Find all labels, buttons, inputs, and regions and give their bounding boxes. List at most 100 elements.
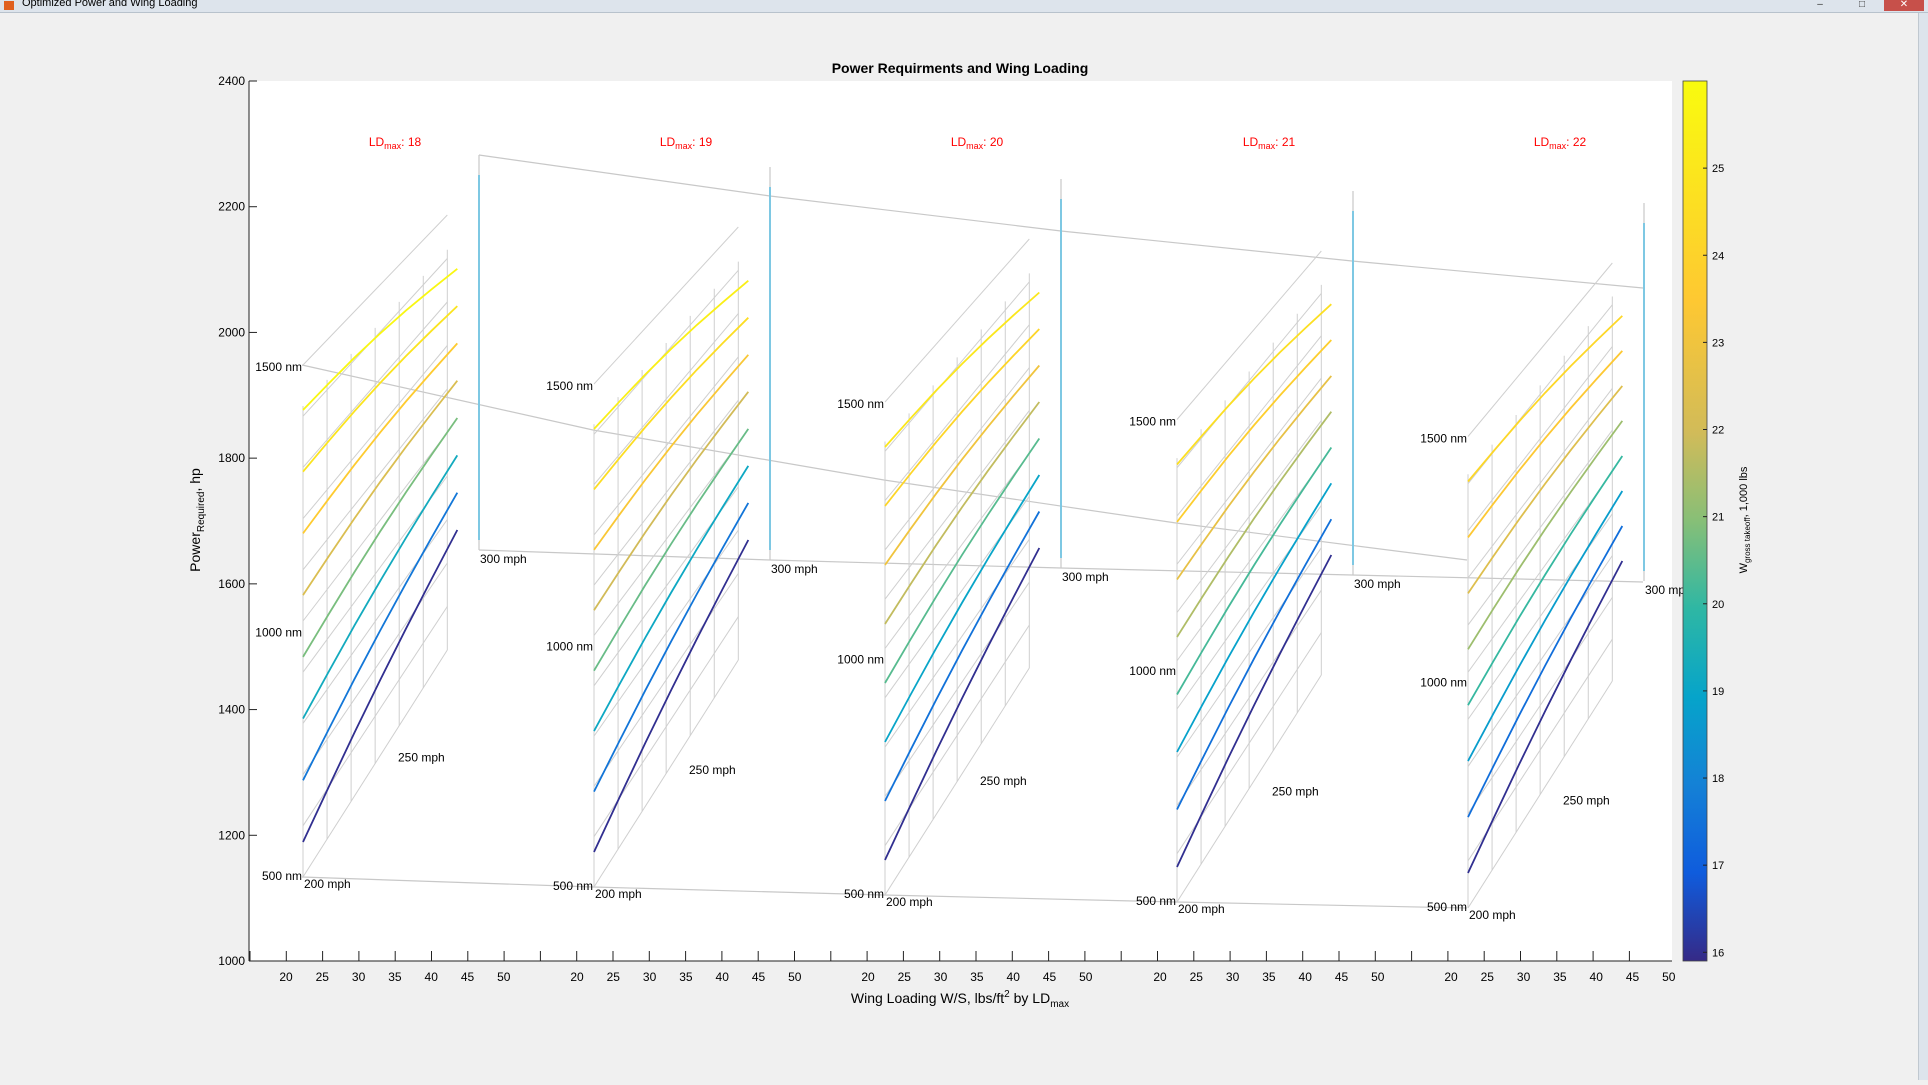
speed-label: 200 mph <box>1178 902 1225 916</box>
chart-title: Power Requirments and Wing Loading <box>832 60 1089 76</box>
x-tick-label: 20 <box>570 970 584 984</box>
range-label: 500 nm <box>1427 900 1467 914</box>
chart-canvas: Power Requirments and Wing Loading 1000 1… <box>0 13 1918 1080</box>
range-label: 500 nm <box>1136 894 1176 908</box>
speed-label: 300 mph <box>480 552 527 566</box>
y-tick-label: 2000 <box>218 325 245 339</box>
x-tick-label: 35 <box>679 970 693 984</box>
y-tick-label: 1000 <box>218 954 245 968</box>
colorbar-tick-label: 21 <box>1712 512 1724 524</box>
x-tick-label: 35 <box>1553 970 1567 984</box>
x-tick-label: 50 <box>788 970 802 984</box>
x-tick-label: 30 <box>1517 970 1531 984</box>
ld-label-sub: max <box>966 141 984 151</box>
x-tick-label: 50 <box>1662 970 1676 984</box>
matlab-figure-icon <box>4 1 14 10</box>
x-tick-label: 50 <box>1079 970 1093 984</box>
x-tick-label: 35 <box>970 970 984 984</box>
ld-label-sub: max <box>675 141 693 151</box>
x-tick-label: 30 <box>643 970 657 984</box>
colorbar-label: Wgross takeoff, 1,000 lbs <box>1738 466 1752 573</box>
ld-label-value: : 22 <box>1566 135 1586 149</box>
y-tick-label: 2200 <box>218 200 245 214</box>
axes-background <box>249 81 1672 961</box>
speed-label: 300 mph <box>1062 570 1109 584</box>
range-label: 1000 nm <box>255 625 302 639</box>
y-tick-label: 2400 <box>218 74 245 88</box>
x-tick-label: 35 <box>1262 970 1276 984</box>
speed-label: 300 mph <box>1354 577 1401 591</box>
colorbar-tick-label: 23 <box>1712 337 1724 349</box>
x-tick-label: 45 <box>461 970 475 984</box>
window-edge <box>1918 13 1928 1080</box>
x-tick-label: 40 <box>716 970 730 984</box>
y-tick-label: 1200 <box>218 828 245 842</box>
x-tick-label: 30 <box>352 970 366 984</box>
range-label: 500 nm <box>844 887 884 901</box>
y-tick-label: 1800 <box>218 451 245 465</box>
colorbar-tick-label: 25 <box>1712 163 1724 175</box>
ld-label-sub: max <box>384 141 402 151</box>
minimize-button[interactable]: – <box>1800 0 1840 11</box>
range-label: 1500 nm <box>837 397 884 411</box>
x-tick-label: 45 <box>1335 970 1349 984</box>
colorbar-tick-label: 18 <box>1712 773 1724 785</box>
maximize-button[interactable]: □ <box>1842 0 1882 11</box>
ld-label-value: : 18 <box>401 135 421 149</box>
x-tick-label: 20 <box>1153 970 1167 984</box>
ld-label-main: LD <box>951 135 967 149</box>
x-tick-label: 40 <box>425 970 439 984</box>
speed-label: 300 mph <box>771 562 818 576</box>
range-label: 1500 nm <box>255 360 302 374</box>
ld-label-value: : 19 <box>692 135 712 149</box>
ld-label-main: LD <box>1534 135 1550 149</box>
x-tick-label: 45 <box>752 970 766 984</box>
x-tick-label: 20 <box>1444 970 1458 984</box>
range-label: 1000 nm <box>837 652 884 666</box>
colorbar-tick-label: 24 <box>1712 250 1724 262</box>
x-tick-label: 25 <box>316 970 330 984</box>
x-axis-label: Wing Loading W/S, lbs/ft2 by LDmax <box>851 989 1069 1010</box>
x-tick-label: 20 <box>861 970 875 984</box>
range-label: 1000 nm <box>546 640 593 654</box>
ld-label-value: : 21 <box>1275 135 1295 149</box>
speed-label: 200 mph <box>1469 908 1516 922</box>
y-tick-label: 1400 <box>218 703 245 717</box>
speed-label: 250 mph <box>1563 794 1610 808</box>
figure-window: Power Requirments and Wing Loading 1000 1… <box>0 13 1928 1080</box>
x-tick-label: 25 <box>607 970 621 984</box>
x-tick-label: 25 <box>1481 970 1495 984</box>
window-title: Optimized Power and Wing Loading <box>22 0 197 9</box>
ld-label-sub: max <box>1258 141 1276 151</box>
ld-label-main: LD <box>660 135 676 149</box>
ld-label-main: LD <box>369 135 385 149</box>
speed-label: 250 mph <box>980 774 1027 788</box>
colorbar-tick-label: 17 <box>1712 860 1724 872</box>
x-tick-label: 40 <box>1590 970 1604 984</box>
x-tick-label: 25 <box>898 970 912 984</box>
range-label: 1500 nm <box>546 379 593 393</box>
speed-label: 250 mph <box>398 750 445 764</box>
colorbar-tick-label: 16 <box>1712 947 1724 959</box>
x-tick-label: 30 <box>1226 970 1240 984</box>
range-label: 1500 nm <box>1420 432 1467 446</box>
speed-label: 200 mph <box>886 895 933 909</box>
x-tick-label: 35 <box>388 970 402 984</box>
ld-label-sub: max <box>1549 141 1567 151</box>
range-label: 500 nm <box>553 879 593 893</box>
colorbar-tick-label: 19 <box>1712 686 1724 698</box>
x-tick-label: 50 <box>1371 970 1385 984</box>
range-label: 500 nm <box>262 869 302 883</box>
x-tick-label: 25 <box>1190 970 1204 984</box>
range-label: 1000 nm <box>1420 675 1467 689</box>
range-label: 1500 nm <box>1129 415 1176 429</box>
speed-label: 200 mph <box>595 887 642 901</box>
colorbar-tick-label: 22 <box>1712 425 1724 437</box>
ld-label-main: LD <box>1243 135 1259 149</box>
x-tick-label: 50 <box>497 970 511 984</box>
close-button[interactable]: ✕ <box>1884 0 1924 11</box>
x-tick-label: 20 <box>279 970 293 984</box>
x-tick-label: 45 <box>1626 970 1640 984</box>
y-tick-label: 1600 <box>218 577 245 591</box>
colorbar <box>1683 81 1707 961</box>
